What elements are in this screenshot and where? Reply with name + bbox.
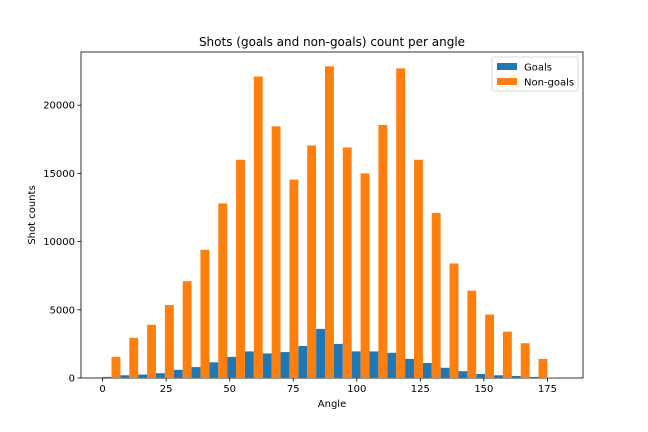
y-tick-label: 20000 xyxy=(43,101,75,112)
legend: Goals Non-goals xyxy=(491,56,579,92)
x-tick-label: 175 xyxy=(538,384,557,395)
legend-swatch-non-goals xyxy=(497,78,517,85)
non-goals-bar xyxy=(360,173,370,378)
goals-bar xyxy=(387,352,397,378)
goals-bar xyxy=(173,369,183,378)
non-goals-bar xyxy=(396,68,406,379)
x-tick-label: 75 xyxy=(287,384,300,395)
legend-swatch-goals xyxy=(497,63,517,70)
legend-label-non-goals: Non-goals xyxy=(524,78,574,89)
non-goals-bar xyxy=(538,358,548,378)
legend-label-goals: Goals xyxy=(524,63,552,74)
goals-bar xyxy=(280,352,290,378)
non-goals-bar xyxy=(342,147,352,378)
non-goals-bar xyxy=(200,249,210,378)
non-goals-bar xyxy=(431,212,441,378)
goals-bar xyxy=(529,376,539,378)
goals-bar xyxy=(155,373,165,378)
goals-bar xyxy=(476,373,486,378)
non-goals-bar xyxy=(218,203,228,378)
goals-bar xyxy=(138,374,148,378)
x-tick-label: 150 xyxy=(474,384,493,395)
non-goals-bar xyxy=(271,126,281,378)
goals-bar xyxy=(440,367,450,378)
x-tick-label: 50 xyxy=(223,384,236,395)
y-tick-label: 10000 xyxy=(43,237,75,248)
x-tick-label: 100 xyxy=(347,384,366,395)
chart-title: Shots (goals and non-goals) count per an… xyxy=(199,35,465,49)
goals-bar xyxy=(333,343,343,378)
goals-bar xyxy=(422,362,432,378)
x-axis-label: Angle xyxy=(318,399,346,410)
goals-bar xyxy=(227,356,237,378)
non-goals-bar xyxy=(307,145,317,378)
non-goals-bar xyxy=(325,66,334,378)
goals-bar xyxy=(120,375,130,378)
non-goals-bar xyxy=(182,281,192,378)
non-goals-bar xyxy=(111,356,121,378)
non-goals-bar xyxy=(378,124,388,379)
goals-bar xyxy=(511,375,521,378)
non-goals-bar xyxy=(467,290,477,378)
y-tick-label: 0 xyxy=(69,374,75,385)
y-tick-label: 15000 xyxy=(43,169,75,180)
goals-bar xyxy=(351,351,361,378)
x-tick-label: 125 xyxy=(411,384,430,395)
non-goals-bar xyxy=(449,263,459,378)
y-axis-label: Shot counts xyxy=(27,185,38,244)
non-goals-bar xyxy=(236,159,245,378)
non-goals-bar xyxy=(129,337,139,378)
non-goals-bar xyxy=(520,343,530,378)
non-goals-bar xyxy=(502,331,512,378)
goals-bar xyxy=(102,376,112,378)
non-goals-bar xyxy=(413,159,423,378)
goals-bar xyxy=(494,375,503,378)
goals-bar xyxy=(405,358,414,378)
y-axis: 0 5000 10000 15000 20000 xyxy=(43,101,81,385)
y-tick-label: 5000 xyxy=(50,305,75,316)
x-axis: 0 25 50 75 100 125 150 175 xyxy=(99,378,557,395)
non-goals-bar xyxy=(485,314,495,378)
x-tick-label: 25 xyxy=(160,384,173,395)
goals-bar xyxy=(316,328,326,378)
goals-bar xyxy=(244,351,254,378)
non-goals-bar xyxy=(164,305,174,378)
goals-bar xyxy=(298,345,308,378)
bar-group xyxy=(102,66,557,379)
goals-bar xyxy=(191,367,201,378)
goals-bar xyxy=(458,371,468,378)
non-goals-bar xyxy=(253,76,263,378)
non-goals-bar xyxy=(147,324,156,378)
goals-bar xyxy=(209,362,219,378)
x-tick-label: 0 xyxy=(99,384,105,395)
goals-bar xyxy=(262,353,272,378)
non-goals-bar xyxy=(289,179,299,378)
goals-bar xyxy=(369,351,379,378)
